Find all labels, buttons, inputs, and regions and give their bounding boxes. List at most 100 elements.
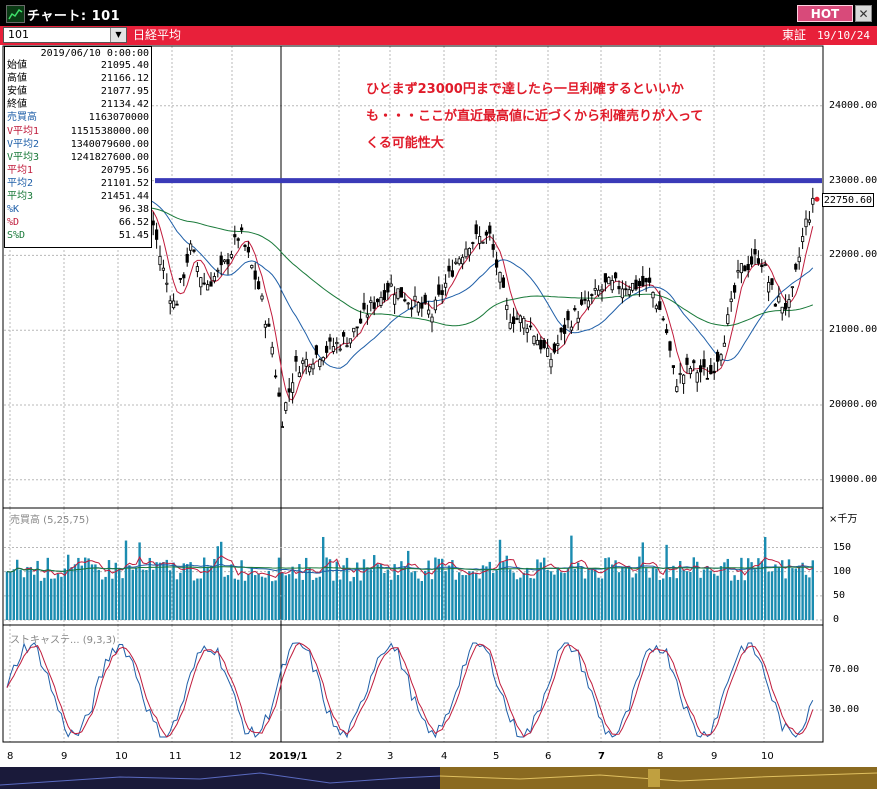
volume-bar (111, 578, 114, 620)
candle-body (290, 382, 295, 393)
volume-unit: ×千万 (829, 514, 858, 525)
candle-body (569, 326, 574, 331)
info-value: 21166.12 (100, 73, 149, 85)
date-tick-label: 10 (115, 751, 128, 762)
volume-bar (515, 579, 519, 620)
volume-bar (736, 579, 740, 620)
volume-bar (369, 569, 372, 620)
symbol-select[interactable]: 101 ▼ (3, 27, 127, 43)
volume-bar (743, 580, 746, 620)
info-value: 21134.42 (100, 99, 149, 111)
volume-bar (505, 555, 508, 620)
volume-bar (781, 560, 784, 620)
candle-body (518, 315, 523, 324)
date-tick-label: 5 (493, 751, 500, 762)
volume-bar (747, 558, 750, 620)
volume-bar (186, 564, 189, 620)
volume-bar (240, 560, 243, 620)
candle-body (396, 288, 400, 299)
volume-bar (495, 570, 498, 620)
volume-bar (475, 573, 478, 620)
volume-bar (77, 557, 80, 620)
candle-body (304, 358, 308, 367)
candle-body (665, 329, 669, 334)
stochastic-lines (6, 642, 814, 739)
info-row: 平均3 21451.44 (5, 191, 151, 203)
candle-body (617, 286, 621, 290)
candle-body (777, 296, 781, 303)
volume-bar (672, 565, 675, 620)
hot-button[interactable]: HOT (797, 5, 853, 22)
volume-bar (138, 542, 141, 620)
volume-bar (247, 573, 250, 620)
candle-body (716, 351, 720, 362)
info-value: 1151538000.00 (70, 125, 149, 137)
volume-bar (271, 581, 274, 620)
volume-bar (811, 560, 814, 620)
candle-body (154, 229, 159, 240)
volume-bar (230, 564, 233, 620)
info-label: 高値 (7, 73, 27, 85)
candle-body (481, 241, 485, 244)
volume-bar (549, 571, 553, 620)
volume-bar (298, 564, 301, 620)
candle-body (341, 332, 346, 337)
volume-bar (169, 570, 172, 620)
candle-body (464, 248, 468, 258)
candle-body (246, 246, 250, 253)
volume-bar (311, 579, 315, 620)
candle-body (263, 323, 268, 328)
candle-body (685, 357, 689, 365)
volume-bar (492, 572, 495, 620)
volume-bar (342, 565, 345, 620)
volume-bar (546, 569, 549, 620)
volume-bar (628, 565, 631, 620)
candle-body (586, 300, 591, 308)
volume-bar (607, 557, 610, 620)
volume-bar (733, 575, 736, 620)
volume-bar (114, 562, 117, 620)
volume-bar (753, 569, 757, 620)
volume-bar (277, 557, 281, 620)
candle-body (267, 323, 271, 327)
candle-body (454, 261, 458, 264)
info-value: 21077.95 (100, 86, 149, 98)
volume-bar (427, 560, 430, 620)
candle-body (699, 365, 703, 373)
title-bar[interactable]: チャート: 101 HOT ✕ (0, 0, 877, 26)
price-tick-label: 19000.00 (829, 473, 877, 485)
chevron-down-icon[interactable]: ▼ (110, 28, 126, 42)
chart-scrollbar[interactable] (0, 767, 877, 789)
info-value: 21451.44 (100, 191, 149, 202)
annotation-line: ひとまず23000円まで達したら一旦利確するといいか (366, 82, 684, 97)
candle-body (552, 343, 557, 353)
volume-bar (784, 578, 787, 620)
volume-bar (288, 574, 291, 620)
price-tick-label: 24000.00 (829, 99, 877, 111)
price-tick-label: 23000.00 (829, 174, 877, 186)
scrollbar-thumb[interactable] (648, 769, 660, 787)
candle-body (811, 197, 815, 205)
volume-bar (305, 557, 308, 620)
candle-body (688, 368, 693, 375)
volume-bar (386, 569, 389, 620)
volume-bar (179, 572, 182, 620)
volume-bar (90, 564, 94, 620)
volume-bar (107, 560, 111, 620)
candle-body (314, 345, 319, 355)
candle-body (168, 300, 172, 304)
candle-body (161, 267, 165, 271)
volume-bar (339, 579, 342, 620)
info-row: 安値 21077.95 (5, 86, 151, 98)
volume-bar (498, 539, 502, 620)
candle-body (260, 295, 264, 300)
volume-bar (101, 579, 104, 620)
candle-body (637, 280, 642, 287)
close-button[interactable]: ✕ (855, 5, 872, 22)
candle-body (692, 360, 696, 364)
volume-bar (804, 574, 808, 620)
volume-bar (220, 541, 223, 620)
volume-bar (590, 568, 593, 620)
candle-body (709, 365, 713, 375)
volume-bar (396, 575, 400, 620)
